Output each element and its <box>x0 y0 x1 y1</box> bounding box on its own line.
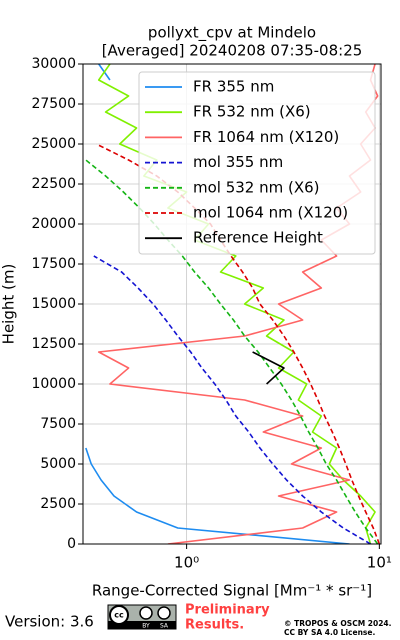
y-tick-label: 10000 <box>31 376 76 392</box>
axes: 0 2500 5000 7500 10000 12500 15000 17500 20000 22… <box>31 56 391 572</box>
y-tick-label: 12500 <box>31 336 76 352</box>
series-line <box>93 255 371 544</box>
badge-cc: cc <box>114 611 124 620</box>
copyright-line-2: CC BY SA 4.0 License. <box>284 628 375 637</box>
badge-sa: SA <box>160 623 169 630</box>
y-tick-label: 27500 <box>31 96 76 112</box>
legend-label: FR 532 nm (X6) <box>193 103 311 121</box>
y-tick-label: 2500 <box>40 496 76 512</box>
legend-box <box>138 71 376 255</box>
license-badge: cc BY SA <box>107 604 177 630</box>
legend-label: mol 532 nm (X6) <box>193 178 320 196</box>
badge-by-icon <box>139 606 153 620</box>
version-label: Version: 3.6 <box>5 613 94 631</box>
x-tick-label: 10¹ <box>367 554 392 572</box>
badge-cc-icon <box>109 605 129 625</box>
chart-subtitle: [Averaged] 20240208 07:35-08:25 <box>102 42 363 60</box>
legend-label: FR 355 nm <box>193 78 274 96</box>
y-tick-label: 22500 <box>31 176 76 192</box>
legend-label: Reference Height <box>193 229 323 247</box>
y-tick-label: 0 <box>67 536 76 552</box>
legend-label: mol 1064 nm (X120) <box>193 204 348 222</box>
y-tick-label: 7500 <box>40 416 76 432</box>
copyright-line-1: © TROPOS & OSCM 2024. <box>284 619 392 628</box>
status-line-1: Preliminary <box>185 603 270 618</box>
status-line-2: Results. <box>185 618 244 633</box>
y-tick-label: 5000 <box>40 456 76 472</box>
y-tick-label: 17500 <box>31 256 76 272</box>
series-line <box>95 143 381 544</box>
badge-by: BY <box>142 623 150 630</box>
chart-title: pollyxt_cpv at Mindelo <box>148 24 316 43</box>
badge-strip <box>108 621 176 629</box>
legend: FR 355 nm FR 532 nm (X6) FR 1064 nm (X120)… <box>138 71 376 255</box>
series-line <box>97 64 376 544</box>
legend-label: mol 355 nm <box>193 153 283 171</box>
y-tick-label: 20000 <box>31 216 76 232</box>
y-axis-label: Height (m) <box>0 264 18 345</box>
y-tick-label: 25000 <box>31 136 76 152</box>
series-line <box>252 351 285 385</box>
legend-label: FR 1064 nm (X120) <box>193 128 339 146</box>
y-tick-label: 15000 <box>31 296 76 312</box>
y-tick-label: 30000 <box>31 56 76 72</box>
series-line <box>85 159 379 544</box>
x-tick-label: 10⁰ <box>174 554 199 572</box>
x-axis-label: Range-Corrected Signal [Mm⁻¹ * sr⁻¹] <box>92 582 372 600</box>
badge-sa-icon <box>157 606 171 620</box>
